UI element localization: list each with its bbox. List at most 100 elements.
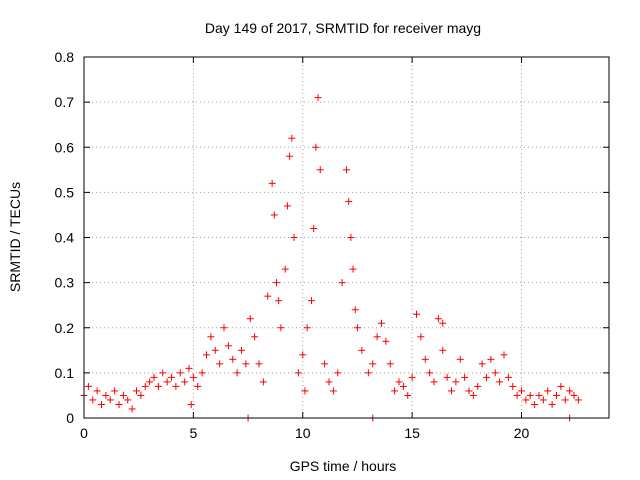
data-point bbox=[314, 94, 322, 102]
data-point bbox=[395, 378, 403, 386]
data-point bbox=[561, 396, 569, 404]
data-point bbox=[557, 382, 565, 390]
data-point bbox=[255, 360, 263, 368]
data-point bbox=[358, 346, 366, 354]
data-point bbox=[513, 391, 521, 399]
data-point bbox=[351, 306, 359, 314]
data-point bbox=[378, 319, 385, 327]
data-point bbox=[119, 391, 127, 399]
data-point bbox=[216, 360, 224, 368]
data-point bbox=[194, 382, 202, 390]
data-point bbox=[413, 310, 420, 318]
data-point bbox=[203, 351, 210, 359]
data-point bbox=[443, 373, 451, 381]
data-point bbox=[321, 360, 329, 368]
data-point bbox=[430, 378, 438, 386]
y-tick-label: 0.5 bbox=[55, 184, 75, 200]
data-point bbox=[172, 382, 180, 390]
data-point bbox=[566, 387, 574, 395]
data-point bbox=[452, 378, 460, 386]
data-point bbox=[553, 391, 560, 399]
data-point bbox=[404, 391, 412, 399]
data-point bbox=[544, 387, 552, 395]
data-point bbox=[150, 373, 158, 381]
data-point bbox=[111, 387, 119, 395]
data-point bbox=[469, 391, 477, 399]
data-point bbox=[491, 369, 499, 377]
data-point bbox=[347, 234, 355, 241]
data-point bbox=[185, 364, 193, 372]
data-point bbox=[345, 197, 353, 205]
data-point bbox=[124, 396, 132, 404]
data-point bbox=[268, 179, 276, 187]
data-point bbox=[434, 315, 442, 323]
y-tick-label: 0.7 bbox=[55, 94, 75, 110]
data-point bbox=[570, 391, 578, 399]
data-point bbox=[106, 396, 114, 404]
data-point bbox=[98, 400, 105, 408]
data-point bbox=[518, 387, 525, 395]
data-point bbox=[509, 382, 517, 390]
data-point bbox=[456, 355, 464, 363]
data-point bbox=[548, 400, 556, 408]
data-point bbox=[242, 360, 250, 368]
data-point bbox=[198, 369, 206, 377]
data-point bbox=[181, 378, 189, 386]
x-tick-label: 15 bbox=[404, 425, 420, 441]
data-point bbox=[373, 333, 381, 341]
data-point bbox=[421, 355, 429, 363]
data-point bbox=[133, 387, 140, 395]
data-point bbox=[448, 387, 455, 395]
axis-ticks: 0 5 10 15 20 0 0.1 0.2 0.3 0.4 0.5 0.6 0.7 0.8 bbox=[55, 49, 609, 441]
data-point bbox=[417, 333, 425, 341]
y-tick-label: 0.1 bbox=[55, 365, 75, 381]
data-point bbox=[238, 346, 245, 354]
data-point bbox=[189, 373, 197, 381]
data-point bbox=[102, 391, 110, 399]
data-point bbox=[439, 319, 447, 327]
data-point bbox=[391, 387, 399, 395]
data-point bbox=[329, 387, 337, 395]
data-point bbox=[163, 378, 171, 386]
data-point bbox=[277, 324, 285, 332]
data-point bbox=[461, 373, 469, 381]
data-point bbox=[115, 400, 123, 408]
data-point bbox=[273, 279, 280, 287]
data-point bbox=[154, 382, 162, 390]
data-point bbox=[220, 324, 228, 332]
data-point bbox=[478, 360, 486, 368]
y-tick-label: 0.3 bbox=[55, 275, 75, 291]
data-point bbox=[474, 382, 482, 390]
data-point bbox=[369, 360, 377, 368]
data-point bbox=[312, 143, 320, 151]
y-tick-label: 0.4 bbox=[55, 230, 75, 246]
data-point bbox=[251, 333, 259, 341]
x-tick-label: 0 bbox=[80, 425, 88, 441]
data-point bbox=[504, 373, 512, 381]
x-tick-label: 10 bbox=[295, 425, 311, 441]
data-point bbox=[283, 202, 291, 210]
data-point bbox=[176, 369, 184, 377]
data-point bbox=[187, 400, 195, 408]
data-point bbox=[338, 279, 346, 287]
data-point bbox=[574, 396, 582, 404]
data-point bbox=[483, 373, 490, 381]
data-point bbox=[299, 351, 307, 359]
data-point bbox=[89, 396, 97, 404]
data-point bbox=[349, 265, 357, 273]
data-point bbox=[439, 346, 447, 354]
data-point bbox=[93, 387, 101, 395]
data-point bbox=[146, 378, 154, 386]
data-point bbox=[286, 152, 294, 160]
data-point bbox=[386, 360, 394, 368]
data-point bbox=[303, 324, 311, 332]
data-point bbox=[399, 382, 407, 390]
data-point bbox=[325, 378, 333, 386]
data-point bbox=[426, 369, 434, 377]
data-point bbox=[270, 211, 278, 219]
data-point bbox=[522, 396, 530, 404]
data-point bbox=[233, 369, 241, 377]
data-point bbox=[264, 292, 272, 300]
chart-title: Day 149 of 2017, SRMTID for receiver may… bbox=[205, 20, 481, 36]
